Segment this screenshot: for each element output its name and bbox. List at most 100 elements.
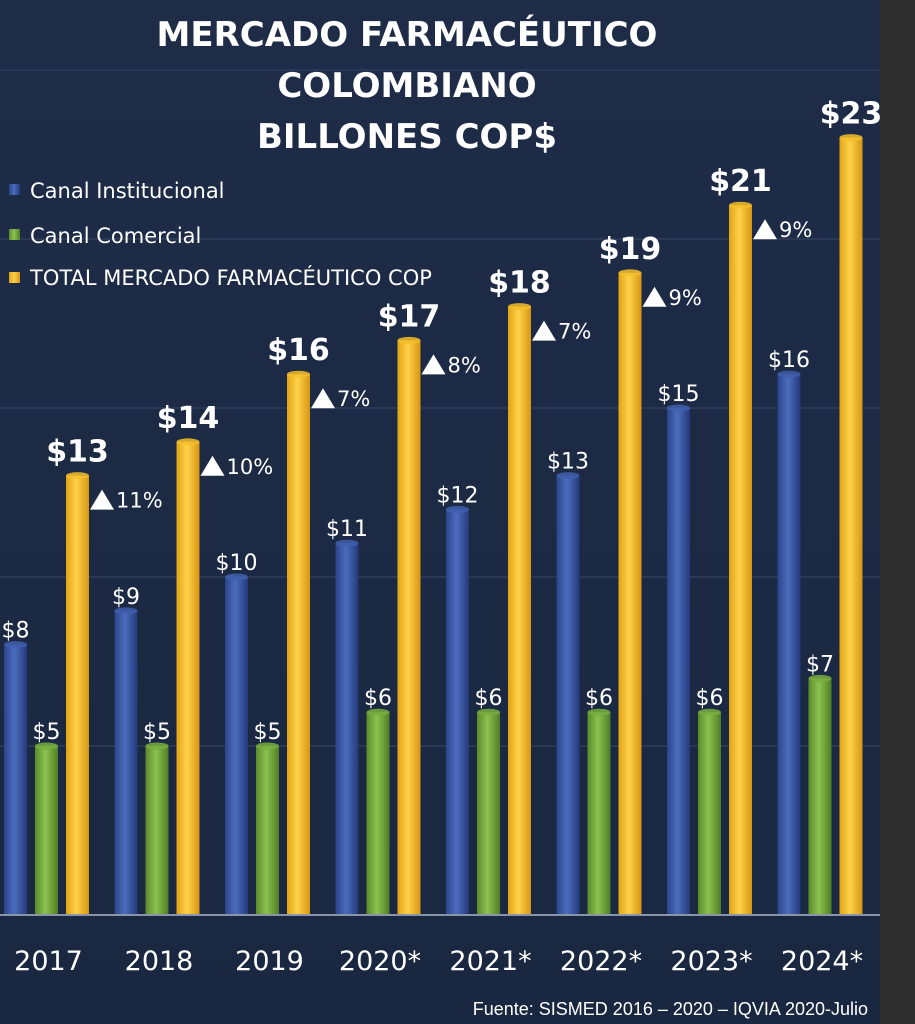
bar-cap-comercial	[35, 742, 58, 750]
data-label-total: $21	[709, 164, 772, 199]
bar-institucional	[335, 543, 359, 915]
bar-chart: MERCADO FARMACÉUTICO COLOMBIANO BILLONES…	[0, 0, 880, 1024]
bar-cap-institucional	[556, 472, 580, 480]
bar-cap-comercial	[145, 742, 169, 750]
growth-label: 7%	[558, 320, 591, 344]
x-tick-label: 2018	[125, 946, 194, 977]
growth-label: 10%	[227, 455, 274, 479]
growth-label: 9%	[669, 286, 702, 310]
data-label-total: $23	[820, 97, 880, 132]
legend-label-institucional: Canal Institucional	[30, 179, 225, 203]
bar-institucional	[225, 577, 248, 915]
bar-institucional	[556, 475, 580, 915]
bar-cap-institucional	[4, 641, 27, 649]
bar-total	[839, 137, 863, 916]
bar-comercial	[145, 746, 169, 915]
data-label-institucional: $8	[2, 619, 30, 644]
bar-total	[729, 205, 752, 915]
growth-markers: 11% 10% 7% 8% 7% 9% 9%	[90, 218, 812, 513]
bar-cap-comercial	[477, 708, 500, 716]
data-label-institucional: $13	[547, 450, 589, 475]
bar-comercial	[366, 712, 390, 915]
bar-total	[618, 272, 642, 915]
growth-label: 11%	[116, 489, 163, 513]
data-label-institucional: $11	[326, 517, 368, 542]
legend-swatch-institucional	[9, 184, 20, 195]
bar-cap-institucional	[446, 505, 469, 513]
bar-institucional	[446, 509, 469, 915]
legend-label-total: TOTAL MERCADO FARMACÉUTICO COP	[29, 265, 432, 290]
bar-cap-total	[176, 438, 200, 446]
x-tick-label: 2019	[235, 946, 304, 977]
growth-label: 7%	[337, 387, 370, 411]
bar-total	[397, 340, 421, 915]
growth-up-triangle-icon	[311, 388, 335, 409]
title-line-2: COLOMBIANO	[277, 66, 536, 106]
source-note: Fuente: SISMED 2016 – 2020 – IQVIA 2020-…	[473, 999, 868, 1019]
growth-up-triangle-icon	[200, 455, 225, 476]
x-tick-label: 2021*	[449, 946, 531, 977]
bar-cap-institucional	[335, 539, 359, 547]
bar-cap-institucional	[225, 573, 248, 581]
bar-cap-comercial	[366, 708, 390, 716]
data-label-comercial: $7	[806, 652, 834, 677]
bar-cap-comercial	[808, 674, 832, 682]
legend-swatch-total	[9, 272, 20, 283]
bar-institucional	[667, 408, 690, 915]
data-label-institucional: $9	[112, 585, 140, 610]
bar-comercial	[477, 712, 500, 915]
data-label-institucional: $16	[768, 348, 810, 373]
bar-total	[176, 441, 200, 915]
bars	[4, 134, 863, 916]
bar-cap-total	[287, 370, 310, 378]
growth-label: 8%	[448, 353, 481, 377]
data-label-comercial: $6	[585, 686, 613, 711]
title-line-1: MERCADO FARMACÉUTICO	[157, 14, 658, 55]
bar-cap-comercial	[256, 742, 279, 750]
bar-cap-institucional	[777, 370, 801, 378]
bar-comercial	[35, 746, 58, 915]
bar-institucional	[114, 610, 138, 915]
bar-comercial	[256, 746, 279, 915]
bar-cap-total	[618, 269, 642, 277]
data-label-total: $17	[378, 299, 441, 334]
bar-total	[66, 475, 89, 915]
growth-up-triangle-icon	[642, 286, 667, 307]
bar-institucional	[4, 644, 27, 915]
growth-up-triangle-icon	[421, 354, 446, 375]
data-label-institucional: $10	[216, 551, 258, 576]
data-labels: $8 $5 $13 $9 $5 $14 $10 $5 $16 $11 $6 $17 $12 $6 $18 $1…	[2, 97, 881, 745]
x-tick-label: 2020*	[339, 946, 421, 977]
x-tick-label: 2022*	[560, 946, 642, 977]
chart-panel: MERCADO FARMACÉUTICO COLOMBIANO BILLONES…	[0, 0, 880, 1024]
data-label-total: $18	[488, 266, 551, 301]
bar-institucional	[777, 374, 801, 915]
x-axis-ticks: 2017 2018 2019 2020* 2021* 2022* 2023* 2024*	[14, 946, 863, 977]
x-tick-label: 2024*	[781, 946, 863, 977]
bar-cap-total	[729, 201, 752, 209]
legend-swatch-comercial	[9, 229, 20, 240]
legend: Canal Institucional Canal Comercial TOTA…	[9, 179, 432, 290]
growth-up-triangle-icon	[532, 320, 556, 341]
data-label-total: $14	[157, 401, 220, 436]
data-label-institucional: $12	[437, 483, 479, 508]
legend-label-comercial: Canal Comercial	[30, 224, 201, 248]
data-label-total: $13	[46, 435, 109, 470]
x-tick-label: 2023*	[670, 946, 752, 977]
data-label-comercial: $5	[254, 720, 282, 745]
bar-cap-total	[508, 303, 531, 311]
bar-cap-institucional	[667, 404, 690, 412]
bar-comercial	[587, 712, 611, 915]
data-label-total: $16	[267, 333, 330, 368]
bar-cap-comercial	[587, 708, 611, 716]
data-label-comercial: $5	[33, 720, 61, 745]
window-edge	[880, 0, 915, 1024]
bar-cap-total	[66, 472, 89, 480]
bar-cap-total	[397, 336, 421, 344]
title-line-3: BILLONES COP$	[257, 117, 557, 157]
data-label-comercial: $6	[364, 686, 392, 711]
growth-up-triangle-icon	[753, 219, 777, 240]
bar-comercial	[698, 712, 721, 915]
data-label-total: $19	[599, 232, 662, 267]
growth-label: 9%	[779, 218, 812, 242]
